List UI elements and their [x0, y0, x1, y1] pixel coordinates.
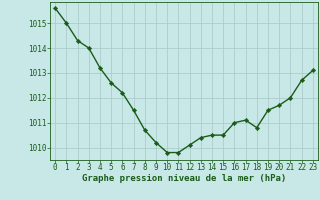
X-axis label: Graphe pression niveau de la mer (hPa): Graphe pression niveau de la mer (hPa) [82, 174, 286, 183]
